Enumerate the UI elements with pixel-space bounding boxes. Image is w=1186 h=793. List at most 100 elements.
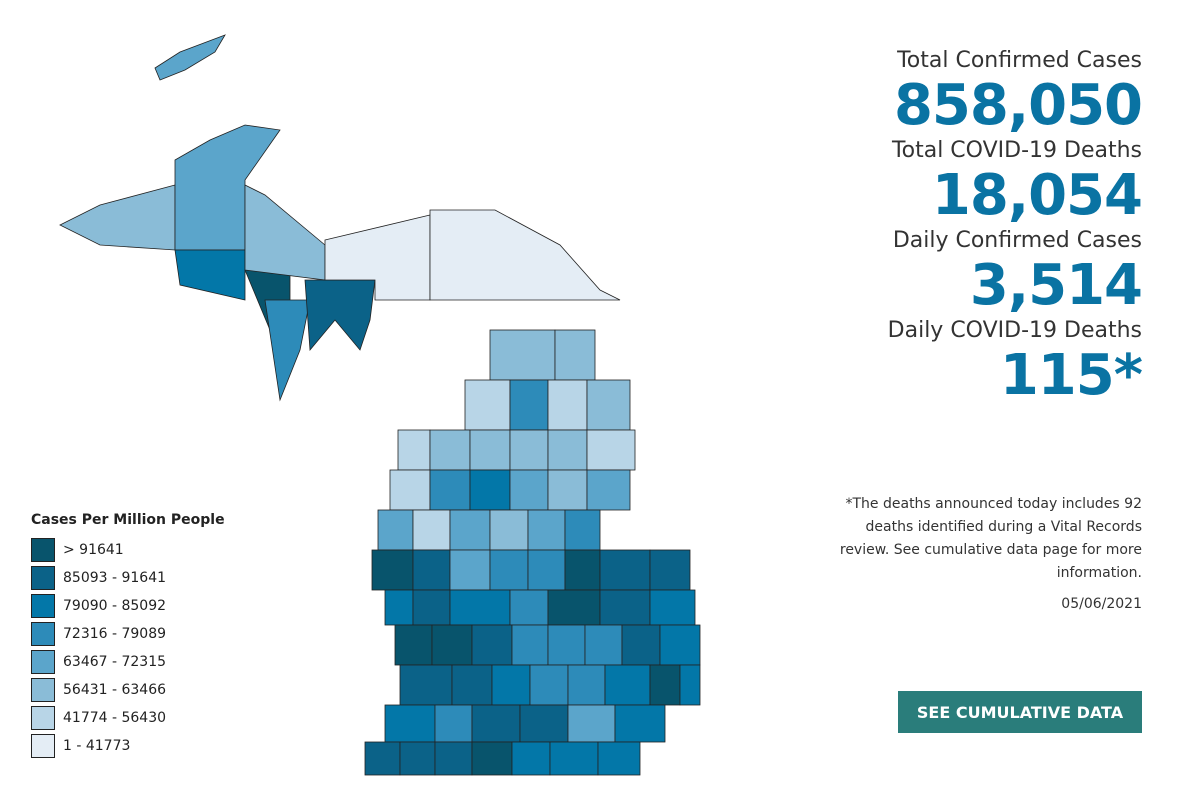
lower-peninsula: [364, 329, 701, 776]
county: [429, 429, 471, 471]
note: *The deaths announced today includes 92 …: [839, 496, 1142, 581]
county: [412, 589, 451, 626]
county: [567, 704, 616, 743]
county: [399, 664, 453, 706]
county: [586, 469, 631, 511]
county: [412, 509, 451, 551]
county: [547, 379, 588, 431]
county: [489, 509, 529, 551]
county: [471, 741, 513, 776]
county: [384, 704, 436, 743]
county: [431, 624, 473, 666]
county: [564, 549, 601, 591]
stat-label: Total Confirmed Cases: [897, 48, 1142, 73]
county: [449, 509, 491, 551]
county: [469, 429, 511, 471]
county: [679, 664, 701, 706]
county: [434, 741, 473, 776]
county: [549, 741, 599, 776]
upper-peninsula: [59, 34, 621, 402]
county: [599, 549, 651, 591]
legend-swatch: [31, 538, 55, 562]
county: [489, 329, 556, 381]
county: [621, 624, 661, 666]
county: [649, 664, 681, 706]
stat-value: 115*: [999, 343, 1143, 408]
date: 05/06/2021: [1061, 596, 1142, 612]
legend-swatch: [31, 566, 55, 590]
county: [649, 549, 691, 591]
stat-value: 858,050: [893, 73, 1143, 138]
legend-item: 41774 - 56430: [31, 704, 225, 732]
legend-item: 56431 - 63466: [31, 676, 225, 704]
legend-swatch: [31, 594, 55, 618]
legend-item: 79090 - 85092: [31, 592, 225, 620]
county: [509, 469, 549, 511]
legend-item: 1 - 41773: [31, 732, 225, 760]
county: [567, 664, 606, 706]
county: [509, 589, 549, 626]
legend-label: 63467 - 72315: [63, 654, 167, 670]
county: [547, 624, 586, 666]
county: [659, 624, 701, 666]
county: [554, 329, 596, 381]
county: [489, 549, 529, 591]
legend-title: Cases Per Million People: [31, 512, 225, 528]
county: [469, 469, 511, 511]
county: [509, 429, 549, 471]
stat-label: Total COVID-19 Deaths: [891, 138, 1142, 163]
legend-swatch: [31, 734, 55, 758]
michigan-map: [59, 34, 701, 776]
county: [394, 624, 433, 666]
county: [397, 429, 431, 471]
county: [604, 664, 651, 706]
stat-label: Daily Confirmed Cases: [892, 228, 1142, 253]
county: [412, 549, 451, 591]
county: [464, 379, 511, 431]
county: [471, 624, 513, 666]
county: [264, 299, 311, 402]
county: [154, 34, 226, 81]
county: [59, 184, 176, 251]
county: [649, 589, 696, 626]
county: [527, 549, 566, 591]
county: [509, 379, 549, 431]
county: [449, 549, 491, 591]
county: [511, 624, 549, 666]
county: [597, 741, 641, 776]
county: [547, 589, 601, 626]
county: [599, 589, 651, 626]
county: [529, 664, 569, 706]
county: [547, 429, 588, 471]
stat-value: 18,054: [931, 163, 1143, 228]
county: [434, 704, 473, 743]
county: [399, 741, 436, 776]
county: [614, 704, 666, 743]
county: [519, 704, 569, 743]
county: [174, 249, 246, 301]
legend-label: 1 - 41773: [63, 738, 131, 754]
legend-swatch: [31, 678, 55, 702]
legend-item: > 91641: [31, 536, 225, 564]
legend: Cases Per Million People > 91641 85093 - …: [31, 512, 225, 760]
county: [371, 549, 414, 591]
legend-swatch: [31, 622, 55, 646]
legend-item: 63467 - 72315: [31, 648, 225, 676]
stat-value: 3,514: [969, 253, 1143, 318]
county: [547, 469, 588, 511]
county: [451, 664, 493, 706]
stat-label: Daily COVID-19 Deaths: [887, 318, 1142, 343]
legend-label: 85093 - 91641: [63, 570, 167, 586]
county: [384, 589, 414, 626]
legend-swatch: [31, 650, 55, 674]
stats: Total Confirmed Cases 858,050 Total COVID-…: [887, 46, 1143, 408]
county: [244, 184, 326, 281]
county: [389, 469, 431, 511]
legend-label: 79090 - 85092: [63, 598, 167, 614]
legend-item: 85093 - 91641: [31, 564, 225, 592]
county: [586, 429, 636, 471]
county: [527, 509, 566, 551]
cumulative-data-button[interactable]: SEE CUMULATIVE DATA: [898, 691, 1142, 733]
county: [304, 279, 376, 352]
